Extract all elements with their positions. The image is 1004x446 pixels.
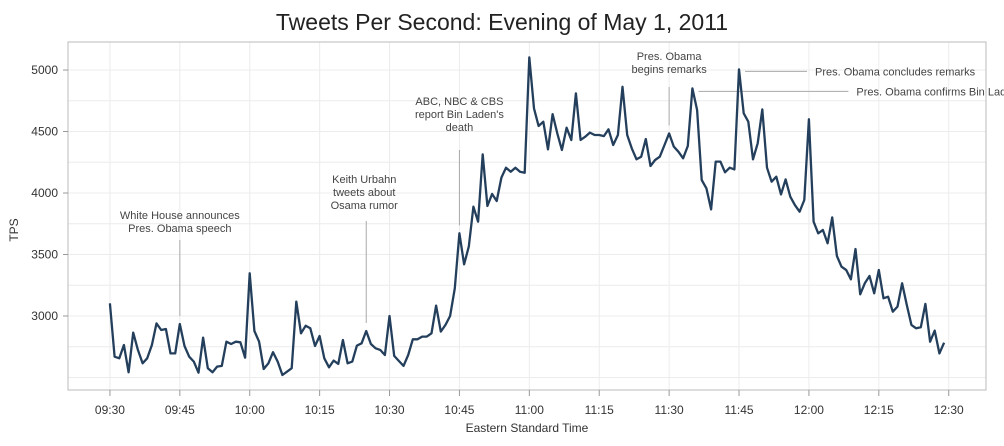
- x-axis-label: Eastern Standard Time: [466, 421, 589, 435]
- annotation-text: ABC, NBC & CBS: [415, 96, 503, 108]
- annotation: Pres. Obama concludes remarks: [745, 66, 976, 78]
- y-tick-label: 3000: [31, 309, 58, 323]
- x-tick-label: 11:30: [655, 403, 684, 417]
- y-tick-label: 4000: [31, 186, 58, 200]
- y-tick-label: 5000: [31, 63, 58, 77]
- annotation-text: Pres. Obama speech: [128, 223, 231, 235]
- y-tick-label: 3500: [31, 247, 58, 261]
- annotation-text: death: [446, 122, 474, 134]
- tps-series-line: [108, 56, 946, 377]
- x-tick-label: 11:00: [515, 403, 544, 417]
- annotation-text: Osama rumor: [331, 200, 399, 212]
- chart-title: Tweets Per Second: Evening of May 1, 201…: [276, 9, 728, 35]
- x-tick-label: 10:30: [375, 403, 405, 417]
- annotation-text: tweets about: [333, 187, 395, 199]
- grid: [68, 42, 986, 390]
- x-tick-label: 11:15: [585, 403, 614, 417]
- annotation-text: Pres. Obama: [637, 51, 703, 63]
- x-tick-label: 10:45: [444, 403, 474, 417]
- annotation: Pres. Obama confirms Bin Laden's death: [698, 86, 1004, 98]
- x-tick-label: 09:30: [95, 403, 125, 417]
- y-axis: 3000 3500 4000 4500 5000: [31, 63, 68, 323]
- x-tick-label: 12:00: [794, 403, 824, 417]
- plot-border: [67, 41, 987, 391]
- x-tick-label: 10:00: [235, 403, 265, 417]
- x-tick-label: 10:15: [305, 403, 335, 417]
- annotation-text: begins remarks: [632, 64, 708, 76]
- x-tick-label: 11:45: [724, 403, 753, 417]
- x-tick-label: 09:45: [165, 403, 195, 417]
- annotation-text: Pres. Obama concludes remarks: [815, 66, 976, 78]
- annotation-text: report Bin Laden's: [415, 109, 504, 121]
- annotation-text: Pres. Obama confirms Bin Laden's death: [856, 86, 1004, 98]
- y-axis-label: TPS: [7, 218, 21, 241]
- y-tick-label: 4500: [31, 125, 58, 139]
- x-tick-label: 12:30: [934, 403, 964, 417]
- x-axis: 09:30 09:45 10:00 10:15 10:30 10:45 11:00 11:15…: [95, 390, 964, 417]
- x-tick-label: 12:15: [864, 403, 894, 417]
- annotation-text: White House announces: [120, 210, 240, 222]
- annotation-text: Keith Urbahn: [332, 174, 396, 186]
